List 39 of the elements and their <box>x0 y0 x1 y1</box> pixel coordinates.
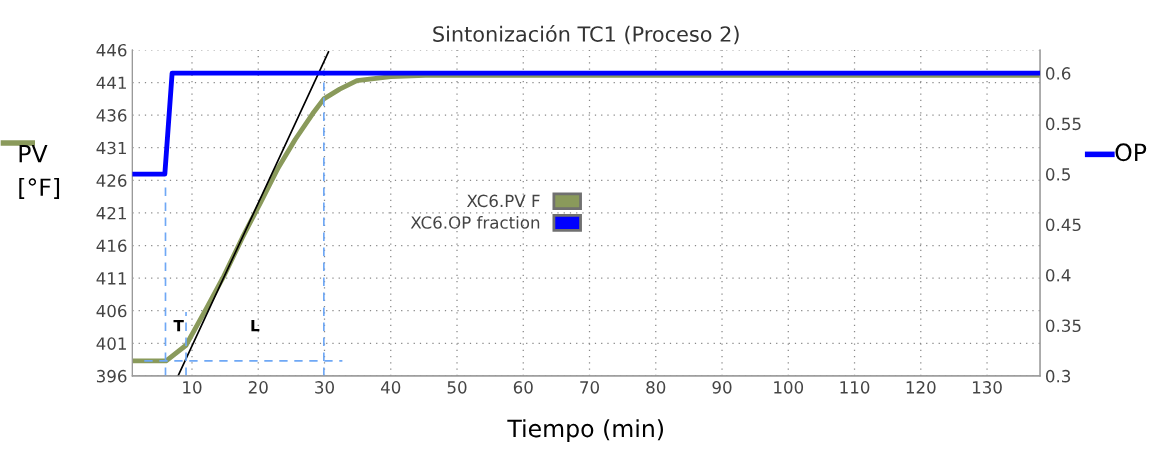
y-tick-label: 436 <box>96 109 127 122</box>
y-tick-label: 446 <box>96 43 127 57</box>
x-tick-label: 90 <box>712 381 732 394</box>
y2-tick-label: 0.45 <box>1046 218 1081 232</box>
annotation: T <box>173 320 184 332</box>
y-tick-label: 411 <box>96 272 126 285</box>
y-tick-label: 441 <box>96 76 126 89</box>
annotation: L <box>251 320 260 332</box>
y2-tick-label: 0.4 <box>1046 268 1071 282</box>
y2-axis-title: OP <box>1115 143 1147 162</box>
y-tick-label: 396 <box>96 369 127 383</box>
x-tick-label: 80 <box>646 381 666 394</box>
legend-label: XC6.OP fraction <box>410 215 540 229</box>
y2-tick-label: 0.35 <box>1046 319 1081 333</box>
x-tick-label: 40 <box>380 381 401 394</box>
x-tick-label: 10 <box>183 381 202 394</box>
x-tick-label: 60 <box>513 381 533 394</box>
y2-tick-label: 0.6 <box>1046 67 1071 80</box>
y-tick-label: 416 <box>96 239 127 253</box>
y2-tick-label: 0.5 <box>1046 168 1070 181</box>
legend-label: XC6.PV F <box>466 194 540 208</box>
x-tick-label: 100 <box>774 381 804 394</box>
x-tick-label: 50 <box>447 381 467 394</box>
x-tick-label: 130 <box>972 381 1002 394</box>
x-tick-label: 20 <box>248 381 268 394</box>
y-axis-title: PV [°F] <box>19 145 60 199</box>
y-tick-label: 421 <box>96 206 126 220</box>
x-tick-label: 70 <box>580 381 600 394</box>
x-tick-label: 30 <box>315 381 334 394</box>
y-tick-label: 431 <box>96 141 126 155</box>
y2-tick-label: 0.55 <box>1046 117 1081 131</box>
y2-tick-label: 0.3 <box>1046 369 1071 383</box>
x-tick-label: 110 <box>840 381 870 394</box>
y-tick-label: 426 <box>96 174 127 187</box>
y-tick-label: 406 <box>96 304 127 318</box>
chart-title: Sintonización TC1 (Proceso 2) <box>433 24 739 45</box>
x-tick-label: 120 <box>906 381 936 394</box>
y-tick-label: 401 <box>96 337 126 350</box>
x-axis-title: Tiempo (min) <box>507 419 664 442</box>
